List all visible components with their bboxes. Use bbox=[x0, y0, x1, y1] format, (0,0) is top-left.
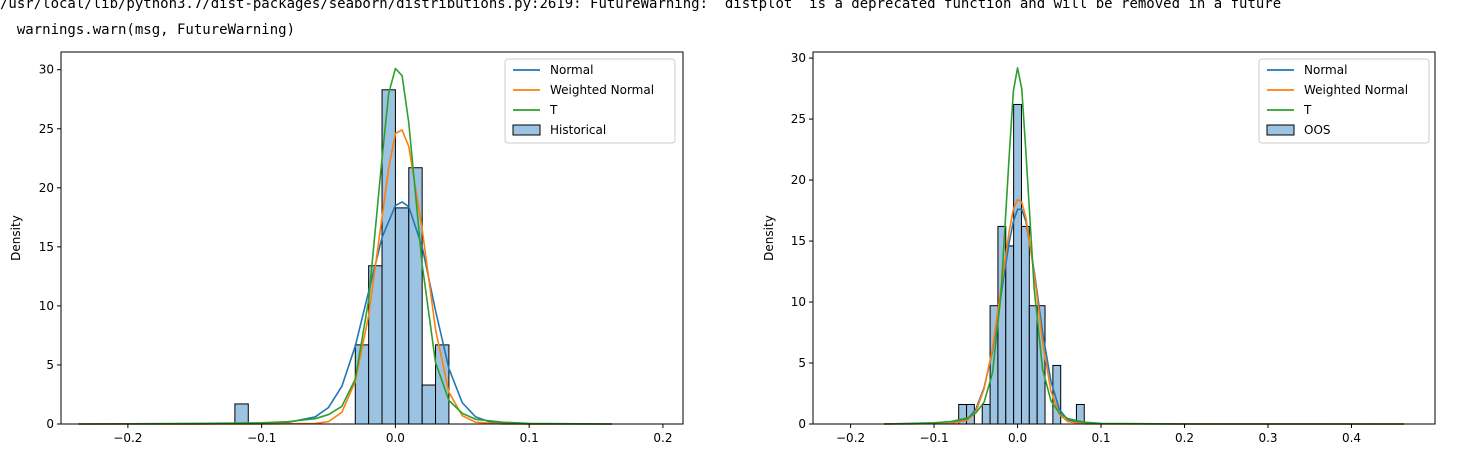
y-tick-label: 20 bbox=[39, 181, 54, 195]
x-tick-label: −0.1 bbox=[247, 431, 276, 445]
legend-box bbox=[1258, 58, 1430, 144]
histogram-bar bbox=[1013, 103, 1022, 425]
x-tick-label: −0.1 bbox=[919, 431, 948, 445]
legend-swatch bbox=[1266, 124, 1295, 136]
y-tick-label: 5 bbox=[798, 356, 806, 370]
y-tick-label: 0 bbox=[798, 417, 806, 431]
y-tick-label: 0 bbox=[46, 417, 54, 431]
histogram-bar bbox=[1005, 245, 1015, 425]
y-tick-label: 25 bbox=[791, 112, 806, 126]
chart-oos: −0.2 −0.1 0.0 0.1 0.2 0.3 0.4 0 5 10 15 20 25 30 Densi… bbox=[762, 51, 1436, 445]
y-tick-label: 15 bbox=[39, 240, 54, 254]
density-line-t bbox=[883, 67, 1405, 425]
y-tick-label: 15 bbox=[791, 234, 806, 248]
legend-box bbox=[504, 58, 676, 144]
density-line-normal bbox=[78, 201, 613, 425]
x-tick-label: 0.0 bbox=[386, 431, 405, 445]
x-tick-label: −0.2 bbox=[836, 431, 865, 445]
x-tick-label: 0.4 bbox=[1342, 431, 1361, 445]
legend-label: Weighted Normal bbox=[550, 83, 654, 97]
y-axis-label: Density bbox=[9, 215, 23, 261]
legend-label: Weighted Normal bbox=[1304, 83, 1408, 97]
y-tick-label: 30 bbox=[791, 51, 806, 65]
legend-label: T bbox=[549, 103, 558, 117]
y-tick-label: 10 bbox=[39, 299, 54, 313]
histogram-bar bbox=[981, 403, 991, 425]
legend-swatch bbox=[512, 124, 541, 136]
histogram-historical bbox=[234, 89, 450, 425]
legend-label: Normal bbox=[1304, 63, 1347, 77]
x-tick-label: 0.1 bbox=[520, 431, 539, 445]
histogram-bar bbox=[234, 403, 249, 425]
x-tick-label: −0.2 bbox=[113, 431, 142, 445]
histogram-bar bbox=[997, 225, 1007, 425]
y-tick-label: 10 bbox=[791, 295, 806, 309]
chart-historical: −0.2 −0.1 0.0 0.1 0.2 0 5 10 15 20 25 30 Density Norm… bbox=[9, 51, 684, 445]
histogram-bar bbox=[354, 344, 370, 425]
y-tick-label: 25 bbox=[39, 122, 54, 136]
legend: Normal Weighted Normal T OOS bbox=[1258, 58, 1430, 144]
x-tick-label: 0.0 bbox=[1008, 431, 1027, 445]
histogram-bar bbox=[1020, 225, 1030, 425]
console-warning-line-1: /usr/local/lib/python3.7/dist-packages/s… bbox=[0, 0, 1282, 12]
density-line-t bbox=[78, 67, 613, 425]
legend-label: OOS bbox=[1304, 123, 1331, 137]
legend-label: T bbox=[1303, 103, 1312, 117]
histogram-bar bbox=[408, 167, 423, 425]
x-tick-label: 0.2 bbox=[653, 431, 672, 445]
plot-frame bbox=[812, 51, 1436, 425]
histogram-bar bbox=[368, 265, 383, 425]
density-line-weighted-normal bbox=[78, 129, 613, 425]
console-warning-line-2: warnings.warn(msg, FutureWarning) bbox=[0, 22, 296, 38]
legend: Normal Weighted Normal T Historical bbox=[504, 58, 676, 144]
histogram-bar bbox=[421, 384, 437, 425]
x-tick-label: 0.2 bbox=[1175, 431, 1194, 445]
density-line-weighted-normal bbox=[883, 198, 1405, 425]
histogram-bar bbox=[394, 207, 410, 425]
y-tick-label: 5 bbox=[46, 358, 54, 372]
histogram-oos bbox=[958, 103, 1085, 425]
x-tick-label: 0.3 bbox=[1258, 431, 1277, 445]
density-line-normal bbox=[883, 208, 1405, 425]
y-axis-label: Density bbox=[762, 215, 776, 261]
x-tick-label: 0.1 bbox=[1091, 431, 1110, 445]
legend-label: Normal bbox=[550, 63, 593, 77]
plot-frame bbox=[60, 51, 684, 425]
legend-label: Historical bbox=[550, 123, 606, 137]
y-tick-label: 30 bbox=[39, 63, 54, 77]
y-tick-label: 20 bbox=[791, 173, 806, 187]
histogram-bar bbox=[1028, 305, 1038, 425]
